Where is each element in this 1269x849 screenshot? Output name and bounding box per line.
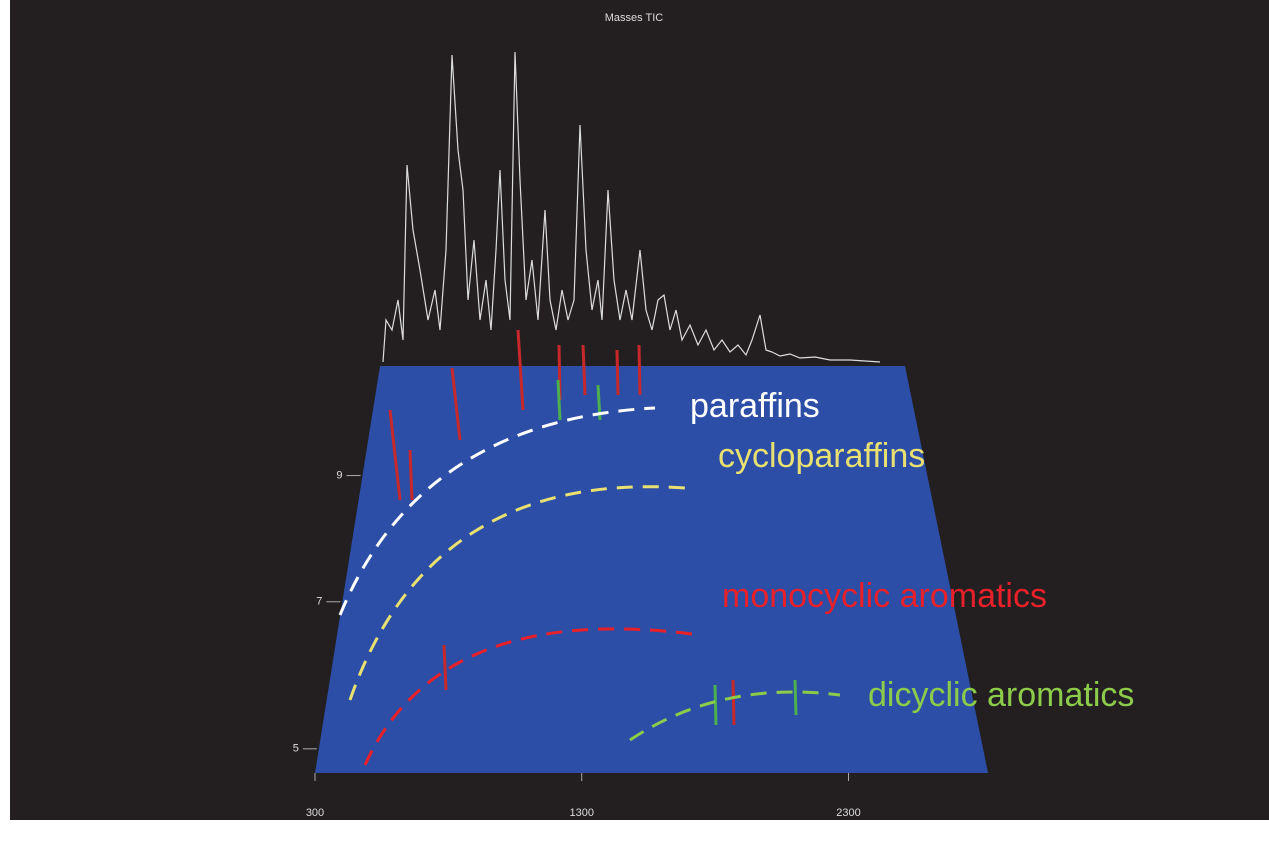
y-tick-label: 5 xyxy=(293,743,299,755)
surface xyxy=(315,366,988,773)
annotation: monocyclic aromatics xyxy=(722,577,1047,615)
annotation: cycloparaffins xyxy=(718,437,925,475)
annotation: paraffins xyxy=(690,387,820,425)
annotation: dicyclic aromatics xyxy=(868,676,1134,714)
x-tick-label: 300 xyxy=(306,807,324,819)
peaks xyxy=(388,329,798,726)
y-tick-label: 7 xyxy=(316,596,322,608)
axes: 300 1300 2300 9 7 5 xyxy=(293,469,861,818)
y-tick-label: 9 xyxy=(336,469,342,481)
annotation-arcs xyxy=(338,406,841,766)
x-tick-label: 2300 xyxy=(836,807,860,819)
x-tick-label: 1300 xyxy=(570,807,594,819)
chart-title: Masses TIC xyxy=(605,12,664,24)
tic-trace xyxy=(382,51,881,363)
